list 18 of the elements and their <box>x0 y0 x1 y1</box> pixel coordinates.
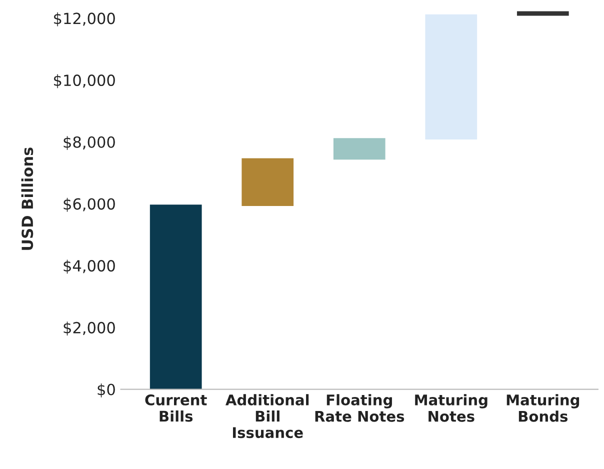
bar <box>516 11 569 16</box>
x-tick-label: Floating Rate Notes <box>315 394 404 422</box>
x-tick-label: Maturing Bonds <box>506 394 580 422</box>
bar <box>150 204 202 390</box>
y-tick-label: $0 <box>98 383 115 398</box>
x-tick-label: Current Bills <box>145 394 207 422</box>
bar <box>425 14 478 140</box>
y-tick-label: $10,000 <box>54 74 115 88</box>
y-tick-label: $4,000 <box>64 260 115 274</box>
y-tick-label: $2,000 <box>64 322 115 336</box>
y-tick-label: $12,000 <box>54 12 115 26</box>
y-tick-label: $8,000 <box>64 136 115 150</box>
y-axis-title: USD Billions <box>21 148 34 250</box>
bar <box>242 158 294 206</box>
x-tick-label: Additional Bill Issuance <box>226 394 309 438</box>
x-tick-label: Maturing Notes <box>415 394 488 422</box>
y-tick-label: $6,000 <box>64 198 115 212</box>
bar <box>333 138 386 160</box>
